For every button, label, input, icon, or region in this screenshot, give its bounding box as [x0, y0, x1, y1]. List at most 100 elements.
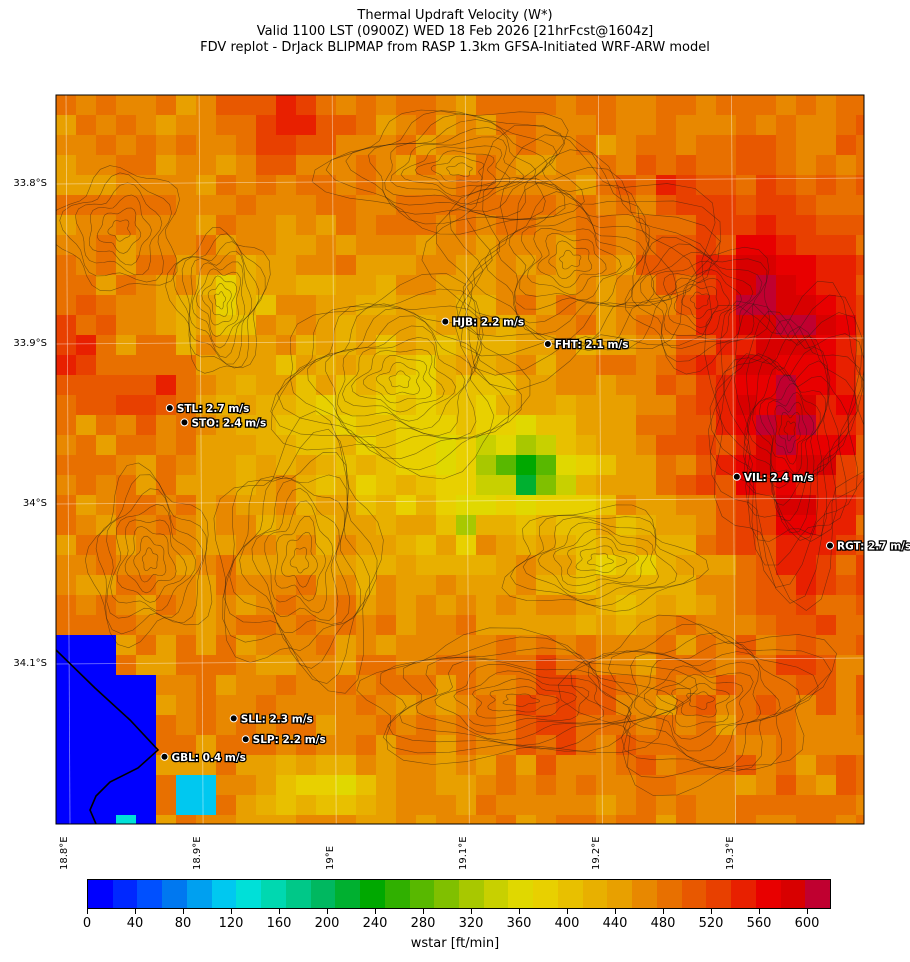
raster-cell [156, 415, 177, 436]
raster-cell [336, 675, 357, 696]
raster-cell [856, 635, 864, 656]
station-marker-stl[interactable] [165, 404, 174, 412]
station-marker-vil[interactable] [732, 472, 741, 481]
station-marker-sll[interactable] [229, 714, 238, 723]
raster-cell [96, 415, 117, 436]
raster-cell [636, 755, 657, 776]
raster-cell [476, 615, 497, 636]
raster-cell [576, 795, 597, 816]
contour-line [133, 535, 167, 583]
raster-cell [756, 735, 777, 756]
raster-cell [676, 555, 697, 576]
raster-cell [716, 375, 737, 396]
raster-cell [816, 555, 837, 576]
raster-cell [96, 555, 117, 576]
raster-cell [136, 775, 157, 796]
raster-cell [136, 415, 157, 436]
raster-cell [396, 815, 417, 824]
raster-cell [136, 475, 157, 496]
raster-cell [756, 815, 777, 824]
raster-cell [636, 475, 657, 496]
raster-cell [416, 435, 437, 456]
raster-cell [96, 735, 117, 756]
raster-cell [696, 155, 717, 176]
raster-cell [276, 615, 297, 636]
raster-cell [296, 715, 317, 736]
raster-cell [296, 495, 317, 516]
raster-cell [236, 235, 257, 256]
raster-cell [556, 375, 577, 396]
colorbar-tick [471, 909, 472, 914]
raster-cell [376, 475, 397, 496]
raster-cell [736, 635, 757, 656]
raster-cell [796, 595, 817, 616]
colorbar-segment [508, 880, 534, 908]
station-marker-sto[interactable] [180, 418, 189, 427]
raster-cell [696, 175, 717, 196]
station-marker-fht[interactable] [543, 340, 552, 348]
contour-line [681, 283, 719, 319]
raster-cell [196, 575, 217, 596]
raster-cell [476, 175, 497, 196]
raster-cell [56, 415, 77, 436]
raster-cell [256, 675, 277, 696]
raster-cell [96, 355, 117, 376]
raster-cell [116, 115, 137, 136]
raster-cell [236, 115, 257, 136]
raster-cell [456, 675, 477, 696]
raster-cell [396, 515, 417, 536]
raster-cell [176, 315, 197, 336]
lon-tick-label: 18.8°E [59, 836, 70, 870]
raster-cell [396, 555, 417, 576]
raster-cell [736, 315, 757, 336]
raster-cell [676, 755, 697, 776]
raster-cell [536, 815, 557, 824]
raster-cell [336, 635, 357, 656]
raster-cell [356, 375, 377, 396]
raster-cell [736, 815, 757, 824]
raster-cell [256, 575, 277, 596]
raster-cell [856, 295, 864, 316]
raster-cell [496, 535, 517, 556]
raster-cell [256, 635, 277, 656]
raster-cell [636, 715, 657, 736]
raster-cell [256, 255, 277, 276]
raster-cell [416, 715, 437, 736]
raster-cell [436, 515, 457, 536]
raster-cell [76, 575, 97, 596]
raster-cell [736, 275, 757, 296]
contour-line [336, 325, 466, 430]
raster-cell [676, 175, 697, 196]
raster-cell [736, 115, 757, 136]
contour-line [56, 165, 180, 292]
raster-cell [376, 215, 397, 236]
raster-cell [256, 775, 277, 796]
contour-line [307, 307, 479, 440]
station-marker-rgt[interactable] [825, 541, 834, 550]
raster-cell [356, 535, 377, 556]
raster-cell [96, 235, 117, 256]
raster-cell [796, 675, 817, 696]
raster-cell [256, 155, 277, 176]
raster-cell [136, 755, 157, 776]
raster-cell [176, 595, 197, 616]
raster-cell [76, 275, 97, 296]
raster-cell [276, 195, 297, 216]
raster-cell [636, 395, 657, 416]
station-marker-slp[interactable] [241, 735, 250, 744]
station-marker-hjb[interactable] [441, 317, 450, 326]
raster-cell [316, 535, 337, 556]
raster-cell [236, 695, 257, 716]
raster-cell [776, 375, 797, 396]
raster-cell [376, 815, 397, 824]
raster-cell [116, 755, 137, 776]
raster-cell [296, 195, 317, 216]
raster-cell [256, 495, 277, 516]
raster-cell [696, 575, 717, 596]
raster-cell [576, 475, 597, 496]
raster-cell [376, 735, 397, 756]
raster-cell [156, 795, 177, 816]
station-marker-gbl[interactable] [160, 752, 169, 761]
raster-cell [556, 195, 577, 216]
